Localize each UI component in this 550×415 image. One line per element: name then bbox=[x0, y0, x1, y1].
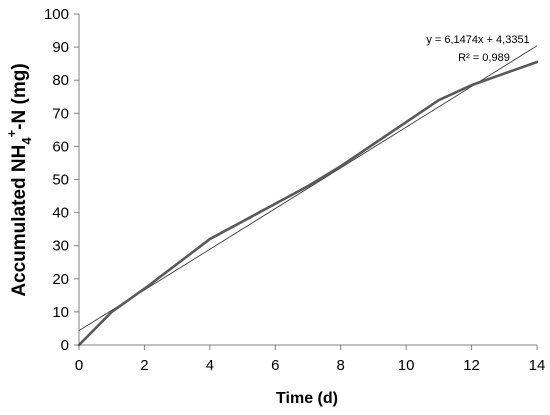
x-axis-ticks: 0 2 4 6 8 10 12 14 bbox=[75, 345, 546, 374]
y-tick-label: 100 bbox=[44, 6, 69, 23]
y-tick-label: 80 bbox=[52, 72, 69, 89]
series-line bbox=[77, 60, 539, 347]
y-tick-label: 30 bbox=[52, 238, 69, 255]
axes bbox=[78, 14, 537, 346]
x-tick-label: 14 bbox=[529, 357, 546, 374]
x-axis-title: Time (d) bbox=[276, 390, 338, 407]
x-tick-label: 4 bbox=[206, 357, 214, 374]
trendline-equation: y = 6,1474x + 4,3351 bbox=[426, 34, 529, 46]
x-tick-label: 6 bbox=[271, 357, 279, 374]
y-axis-ticks: 0 10 20 30 40 50 60 70 80 90 100 bbox=[44, 6, 79, 354]
y-tick-label: 50 bbox=[52, 172, 69, 189]
series-group bbox=[77, 60, 539, 347]
trendline bbox=[78, 45, 538, 332]
y-tick-label: 0 bbox=[61, 337, 69, 354]
trendline-group bbox=[78, 45, 538, 332]
y-axis-title-subscript: 4 bbox=[19, 137, 34, 145]
y-tick-label: 20 bbox=[52, 271, 69, 288]
y-tick-label: 70 bbox=[52, 105, 69, 122]
y-tick-label: 60 bbox=[52, 138, 69, 155]
y-tick-label: 10 bbox=[52, 304, 69, 321]
y-axis-title-superscript: + bbox=[4, 129, 19, 137]
y-axis-title: Accumulated NH4+-N (mg) bbox=[4, 63, 34, 296]
y-axis-title-suffix: -N (mg) bbox=[9, 63, 30, 129]
x-tick-label: 12 bbox=[463, 357, 480, 374]
y-tick-label: 40 bbox=[52, 205, 69, 222]
x-tick-label: 8 bbox=[337, 357, 345, 374]
trendline-r-squared: R² = 0,989 bbox=[458, 52, 510, 64]
x-tick-label: 0 bbox=[75, 357, 83, 374]
x-tick-label: 2 bbox=[140, 357, 148, 374]
y-tick-label: 90 bbox=[52, 39, 69, 56]
y-axis-title-prefix: Accumulated NH bbox=[9, 145, 30, 297]
x-tick-label: 10 bbox=[398, 357, 415, 374]
